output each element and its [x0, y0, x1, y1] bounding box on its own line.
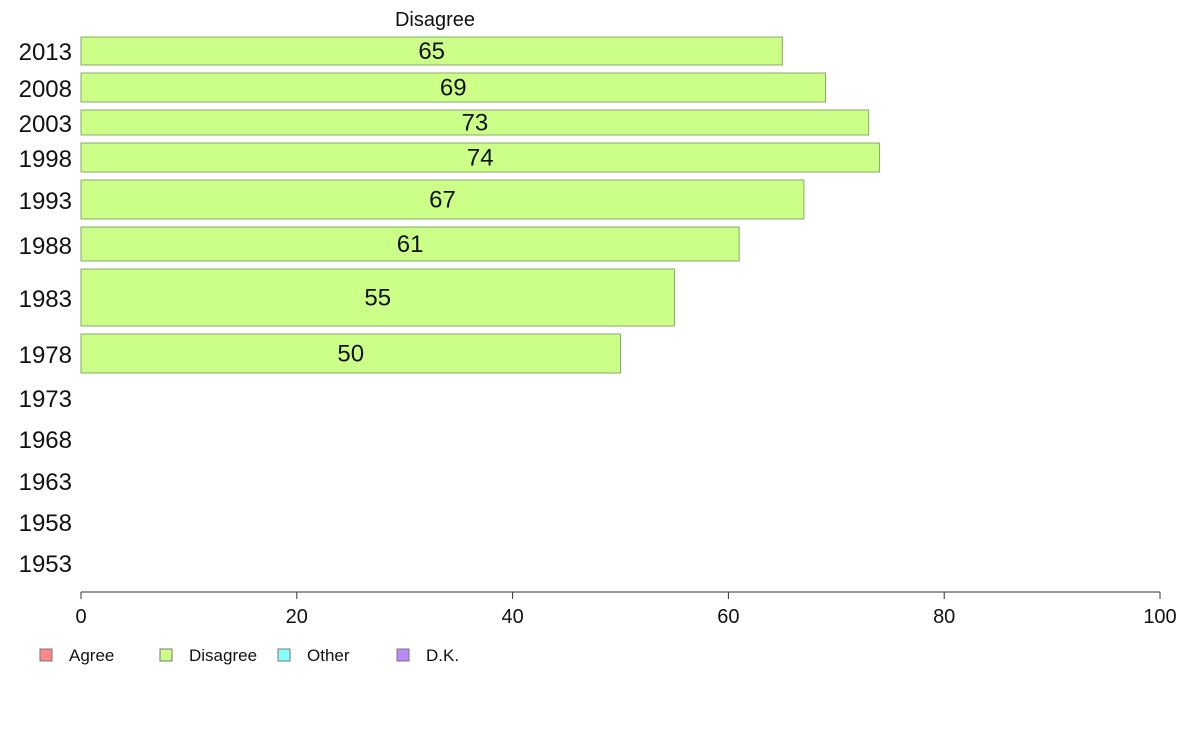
legend-item-disagree: Disagree [159, 646, 257, 665]
legend-label: Disagree [189, 646, 257, 665]
year-label-1953: 1953 [19, 551, 72, 578]
legend-swatch [39, 648, 53, 662]
legend-item-other: Other [277, 646, 350, 665]
year-label-1993: 1993 [19, 188, 72, 215]
bar-1983 [80, 268, 675, 327]
legend-swatch [396, 648, 410, 662]
x-axis: 0 20 40 60 80 100 [75, 591, 1177, 628]
legend: Agree Disagree Other D.K. [39, 646, 459, 665]
legend-item-agree: Agree [39, 646, 114, 665]
bar-value-label-1993: 67 [429, 187, 456, 214]
year-label-1968: 1968 [19, 427, 72, 454]
year-label-1978: 1978 [19, 342, 72, 369]
bar-2008 [80, 72, 827, 103]
x-tick-label-80: 80 [933, 606, 955, 628]
x-tick-label-40: 40 [501, 606, 523, 628]
bar-2013 [80, 36, 783, 66]
bar-1978 [80, 333, 621, 374]
year-label-2008: 2008 [19, 76, 72, 103]
bar-value-label-2008: 69 [440, 75, 467, 102]
bar-1988 [80, 226, 740, 262]
x-tick-label-20: 20 [286, 606, 308, 628]
year-label-1963: 1963 [19, 469, 72, 496]
x-tick-label-100: 100 [1143, 606, 1176, 628]
bar-value-label-2013: 65 [418, 38, 445, 65]
chart-title: Disagree [395, 9, 475, 31]
x-tick-label-60: 60 [717, 606, 739, 628]
year-label-1998: 1998 [19, 146, 72, 173]
legend-label: Agree [69, 646, 114, 665]
bar-value-label-2003: 73 [461, 110, 488, 137]
year-label-1983: 1983 [19, 286, 72, 313]
year-label-1958: 1958 [19, 510, 72, 537]
bar-1998 [80, 142, 880, 173]
bars-layer [80, 36, 880, 374]
bar-1993 [80, 179, 805, 220]
year-label-2003: 2003 [19, 111, 72, 138]
year-labels-layer: 2013 2008 2003 1998 1993 1988 1983 1978 1973 1968… [19, 39, 72, 578]
bar-value-label-1983: 55 [364, 285, 391, 312]
bar-value-label-1978: 50 [337, 341, 364, 368]
legend-swatch [159, 648, 173, 662]
x-tick-label-0: 0 [75, 606, 86, 628]
bar-value-label-1998: 74 [467, 145, 494, 172]
bar-value-label-1988: 61 [397, 231, 424, 258]
legend-label: D.K. [426, 646, 459, 665]
bar-2003 [80, 109, 870, 136]
legend-item-d-k: D.K. [396, 646, 459, 665]
year-label-1973: 1973 [19, 386, 72, 413]
legend-label: Other [307, 646, 350, 665]
year-label-2013: 2013 [19, 39, 72, 66]
legend-swatch [277, 648, 291, 662]
year-label-1988: 1988 [19, 233, 72, 260]
